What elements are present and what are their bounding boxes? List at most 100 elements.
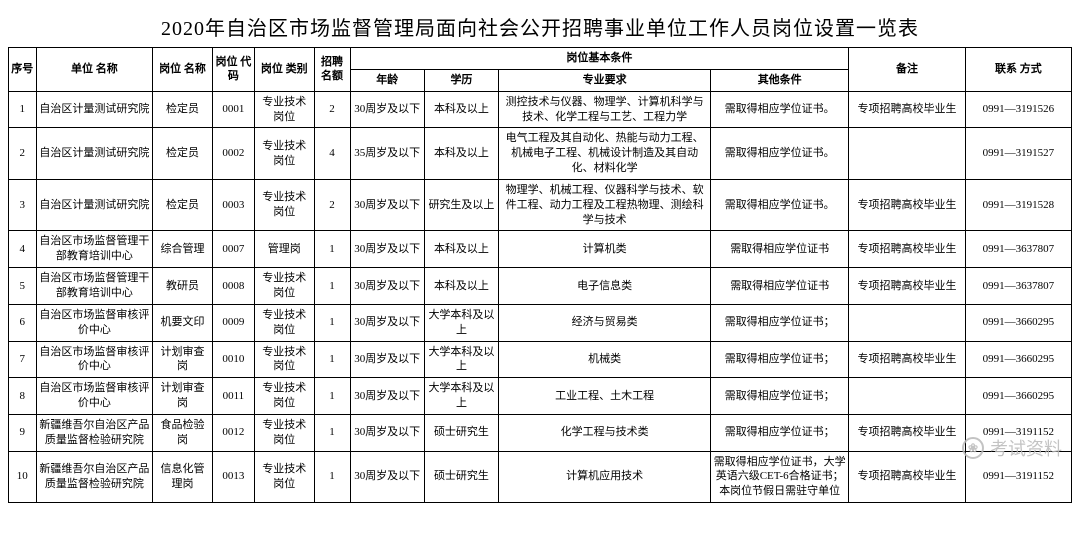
cell-contact: 0991—3191152: [965, 414, 1071, 451]
cell-position: 教研员: [153, 268, 212, 305]
cell-quota: 1: [314, 451, 350, 503]
cell-type: 专业技术岗位: [255, 341, 314, 378]
table-row: 2自治区计量测试研究院检定员0002专业技术岗位435周岁及以下本科及以上电气工…: [9, 128, 1072, 180]
cell-major: 经济与贸易类: [499, 304, 711, 341]
page-title: 2020年自治区市场监督管理局面向社会公开招聘事业单位工作人员岗位设置一览表: [8, 12, 1072, 41]
cell-quota: 1: [314, 268, 350, 305]
cell-other: 需取得相应学位证书，大学英语六级CET-6合格证书；本岗位节假日需驻守单位: [711, 451, 849, 503]
cell-age: 30周岁及以下: [350, 341, 424, 378]
th-type: 岗位 类别: [255, 48, 314, 92]
cell-quota: 2: [314, 91, 350, 128]
cell-remark: 专项招聘高校毕业生: [849, 268, 966, 305]
cell-age: 30周岁及以下: [350, 304, 424, 341]
cell-contact: 0991—3191152: [965, 451, 1071, 503]
cell-code: 0008: [212, 268, 254, 305]
cell-code: 0012: [212, 414, 254, 451]
table-row: 3自治区计量测试研究院检定员0003专业技术岗位230周岁及以下研究生及以上物理…: [9, 179, 1072, 231]
cell-contact: 0991—3660295: [965, 304, 1071, 341]
th-code: 岗位 代码: [212, 48, 254, 92]
cell-unit: 自治区计量测试研究院: [36, 128, 153, 180]
cell-remark: 专项招聘高校毕业生: [849, 231, 966, 268]
cell-unit: 自治区计量测试研究院: [36, 179, 153, 231]
cell-position: 机要文印: [153, 304, 212, 341]
cell-quota: 2: [314, 179, 350, 231]
table-row: 10新疆维吾尔自治区产品质量监督检验研究院信息化管理岗0013专业技术岗位130…: [9, 451, 1072, 503]
cell-unit: 新疆维吾尔自治区产品质量监督检验研究院: [36, 414, 153, 451]
cell-type: 专业技术岗位: [255, 179, 314, 231]
cell-remark: 专项招聘高校毕业生: [849, 341, 966, 378]
cell-type: 专业技术岗位: [255, 414, 314, 451]
cell-quota: 4: [314, 128, 350, 180]
cell-remark: [849, 128, 966, 180]
cell-code: 0003: [212, 179, 254, 231]
table-body: 1自治区计量测试研究院检定员0001专业技术岗位230周岁及以下本科及以上测控技…: [9, 91, 1072, 502]
cell-education: 本科及以上: [424, 91, 498, 128]
cell-code: 0002: [212, 128, 254, 180]
cell-quota: 1: [314, 231, 350, 268]
cell-contact: 0991—3191526: [965, 91, 1071, 128]
cell-age: 30周岁及以下: [350, 414, 424, 451]
cell-type: 专业技术岗位: [255, 268, 314, 305]
cell-contact: 0991—3660295: [965, 378, 1071, 415]
cell-major: 计算机类: [499, 231, 711, 268]
cell-type: 专业技术岗位: [255, 128, 314, 180]
cell-type: 专业技术岗位: [255, 91, 314, 128]
th-contact: 联系 方式: [965, 48, 1071, 92]
cell-major: 测控技术与仪器、物理学、计算机科学与技术、化学工程与工艺、工程力学: [499, 91, 711, 128]
cell-age: 35周岁及以下: [350, 128, 424, 180]
cell-code: 0007: [212, 231, 254, 268]
cell-education: 本科及以上: [424, 268, 498, 305]
th-conditions-group: 岗位基本条件: [350, 48, 849, 70]
cell-unit: 新疆维吾尔自治区产品质量监督检验研究院: [36, 451, 153, 503]
cell-age: 30周岁及以下: [350, 268, 424, 305]
cell-education: 大学本科及以上: [424, 304, 498, 341]
cell-unit: 自治区市场监督审核评价中心: [36, 378, 153, 415]
cell-other: 需取得相应学位证书；: [711, 341, 849, 378]
cell-major: 工业工程、土木工程: [499, 378, 711, 415]
cell-other: 需取得相应学位证书。: [711, 128, 849, 180]
cell-seq: 4: [9, 231, 37, 268]
cell-other: 需取得相应学位证书: [711, 268, 849, 305]
cell-unit: 自治区市场监督管理干部教育培训中心: [36, 231, 153, 268]
cell-unit: 自治区市场监督审核评价中心: [36, 341, 153, 378]
cell-remark: [849, 304, 966, 341]
table-row: 4自治区市场监督管理干部教育培训中心综合管理0007管理岗130周岁及以下本科及…: [9, 231, 1072, 268]
cell-contact: 0991—3660295: [965, 341, 1071, 378]
cell-type: 管理岗: [255, 231, 314, 268]
cell-seq: 8: [9, 378, 37, 415]
cell-unit: 自治区计量测试研究院: [36, 91, 153, 128]
cell-education: 本科及以上: [424, 128, 498, 180]
cell-code: 0009: [212, 304, 254, 341]
cell-major: 电气工程及其自动化、热能与动力工程、机械电子工程、机械设计制造及其自动化、材料化…: [499, 128, 711, 180]
table-row: 8自治区市场监督审核评价中心计划审查岗0011专业技术岗位130周岁及以下大学本…: [9, 378, 1072, 415]
cell-contact: 0991—3637807: [965, 268, 1071, 305]
cell-code: 0011: [212, 378, 254, 415]
table-header: 序号 单位 名称 岗位 名称 岗位 代码 岗位 类别 招聘 名额 岗位基本条件 …: [9, 48, 1072, 92]
th-unit: 单位 名称: [36, 48, 153, 92]
cell-age: 30周岁及以下: [350, 91, 424, 128]
cell-contact: 0991—3191528: [965, 179, 1071, 231]
cell-education: 本科及以上: [424, 231, 498, 268]
th-major: 专业要求: [499, 69, 711, 91]
cell-quota: 1: [314, 304, 350, 341]
cell-other: 需取得相应学位证书。: [711, 179, 849, 231]
cell-position: 综合管理: [153, 231, 212, 268]
th-age: 年龄: [350, 69, 424, 91]
cell-code: 0013: [212, 451, 254, 503]
cell-seq: 5: [9, 268, 37, 305]
cell-type: 专业技术岗位: [255, 378, 314, 415]
cell-education: 大学本科及以上: [424, 378, 498, 415]
cell-major: 计算机应用技术: [499, 451, 711, 503]
cell-position: 食品检验岗: [153, 414, 212, 451]
cell-code: 0001: [212, 91, 254, 128]
cell-education: 硕士研究生: [424, 414, 498, 451]
cell-other: 需取得相应学位证书。: [711, 91, 849, 128]
cell-quota: 1: [314, 414, 350, 451]
cell-unit: 自治区市场监督审核评价中心: [36, 304, 153, 341]
cell-unit: 自治区市场监督管理干部教育培训中心: [36, 268, 153, 305]
cell-quota: 1: [314, 378, 350, 415]
th-position: 岗位 名称: [153, 48, 212, 92]
cell-age: 30周岁及以下: [350, 451, 424, 503]
table-row: 1自治区计量测试研究院检定员0001专业技术岗位230周岁及以下本科及以上测控技…: [9, 91, 1072, 128]
table-row: 6自治区市场监督审核评价中心机要文印0009专业技术岗位130周岁及以下大学本科…: [9, 304, 1072, 341]
